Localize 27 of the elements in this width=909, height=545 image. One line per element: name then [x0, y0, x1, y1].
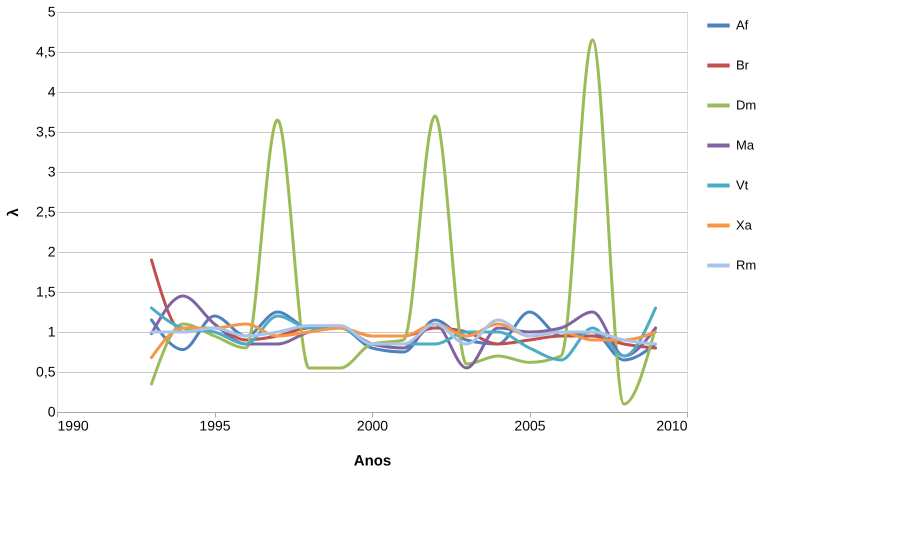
legend-label: Af — [736, 18, 749, 32]
y-tick-label: 0 — [48, 404, 56, 420]
y-tick-label: 2 — [48, 244, 56, 260]
legend-label: Vt — [736, 178, 749, 192]
legend-label: Ma — [736, 138, 755, 152]
x-tick-label: 1995 — [199, 418, 231, 434]
y-tick-label: 3,5 — [36, 124, 56, 140]
line-series — [150, 38, 657, 406]
x-tick-label: 2000 — [356, 418, 388, 434]
line-series — [150, 318, 657, 346]
legend-label: Br — [736, 58, 750, 72]
y-tick-label: 5 — [48, 4, 56, 20]
x-tick-label: 2005 — [514, 418, 546, 434]
y-tick-label: 2,5 — [36, 204, 56, 220]
y-axis-title: λ — [5, 208, 22, 217]
legend-label: Dm — [736, 98, 756, 112]
y-tick-label: 0,5 — [36, 364, 56, 380]
legend-label: Xa — [736, 218, 753, 232]
y-tick-label: 1 — [48, 324, 56, 340]
y-tick-label: 3 — [48, 164, 56, 180]
y-tick-label: 4 — [48, 84, 56, 100]
x-axis-title: Anos — [354, 452, 392, 470]
x-tick-label: 2010 — [656, 418, 688, 434]
legend-label: Rm — [736, 258, 756, 272]
x-tick-label: 1990 — [58, 418, 89, 434]
y-tick-label: 4,5 — [36, 44, 56, 60]
y-tick-label: 1,5 — [36, 284, 56, 300]
